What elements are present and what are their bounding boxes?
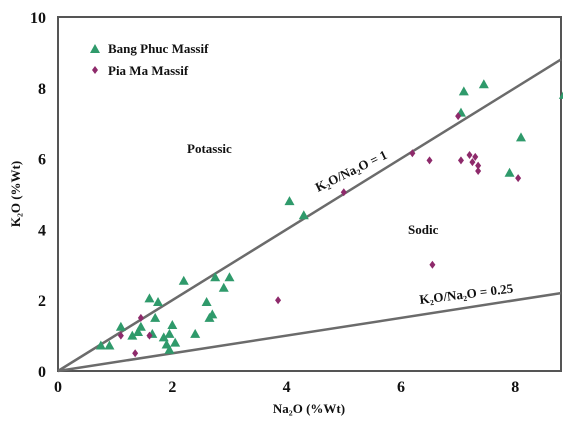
triangle-point: [218, 282, 229, 292]
triangle-point: [190, 328, 201, 338]
y-tick-label: 0: [38, 364, 46, 381]
diamond-point: [469, 158, 476, 167]
legend-label-pia-ma: Pia Ma Massif: [108, 63, 189, 78]
y-tick-labels: 0 2 4 6 8 10: [30, 10, 46, 381]
triangle-point: [150, 312, 161, 322]
diamond-point: [426, 156, 433, 165]
triangle-point: [170, 337, 181, 347]
triangle-point: [144, 293, 155, 303]
diamond-point: [472, 152, 479, 161]
plot-frame: [57, 16, 562, 372]
legend-label-bang-phuc: Bang Phuc Massif: [108, 41, 209, 56]
data-points: [95, 79, 563, 358]
y-tick-label: 4: [38, 222, 46, 239]
x-tick-label: 2: [168, 379, 176, 396]
triangle-point: [504, 167, 515, 177]
diamond-point: [146, 331, 153, 340]
triangle-point: [164, 344, 175, 354]
triangle-point: [135, 321, 146, 331]
triangle-point: [167, 319, 178, 329]
diamond-point: [275, 296, 282, 305]
triangle-point: [133, 327, 144, 337]
diamond-point: [466, 151, 473, 160]
potassic-label: Potassic: [187, 141, 232, 156]
triangle-point: [558, 91, 563, 99]
diamond-point: [409, 149, 416, 158]
legend: Bang Phuc Massif Pia Ma Massif: [90, 41, 209, 78]
triangle-point: [284, 196, 295, 206]
diamond-point: [429, 260, 436, 269]
triangle-point: [478, 79, 489, 89]
x-tick-labels: 0 2 4 6 8: [54, 379, 519, 396]
diamond-point: [340, 188, 347, 197]
diamond-point: [475, 166, 482, 175]
y-axis-title: K₂O (%Wt): [8, 161, 23, 227]
diamond-point: [137, 313, 144, 322]
diamond-point: [515, 174, 522, 183]
diamond-point: [455, 112, 462, 121]
diamond-point: [457, 156, 464, 165]
y-tick-label: 2: [38, 293, 46, 310]
legend-diamond-marker: [92, 66, 98, 74]
x-tick-label: 4: [283, 379, 291, 396]
diamond-point: [132, 349, 139, 358]
triangle-point: [207, 309, 218, 319]
triangle-point: [515, 132, 526, 142]
triangle-point: [458, 86, 469, 96]
diamond-point: [117, 331, 124, 340]
triangle-point: [104, 340, 115, 350]
triangle-point: [153, 296, 164, 306]
triangle-point: [210, 272, 221, 282]
triangle-point: [201, 296, 212, 306]
x-tick-label: 8: [511, 379, 519, 396]
y-tick-label: 6: [38, 152, 46, 169]
legend-triangle-marker: [90, 44, 100, 53]
sodic-label: Sodic: [408, 222, 439, 237]
x-tick-label: 6: [397, 379, 405, 396]
triangle-point: [127, 330, 138, 340]
y-tick-label: 10: [30, 10, 46, 27]
reference-line-1: [57, 291, 562, 373]
triangle-point: [164, 328, 175, 338]
triangle-point: [158, 332, 169, 342]
triangle-point: [115, 321, 126, 331]
triangle-point: [224, 272, 235, 282]
y-tick-label: 8: [38, 81, 46, 98]
diamond-point: [475, 161, 482, 170]
x-axis-title: Na₂O (%Wt): [273, 401, 345, 416]
triangle-point: [95, 340, 106, 350]
triangle-point: [298, 210, 309, 220]
triangle-point: [178, 275, 189, 285]
x-tick-label: 0: [54, 379, 62, 396]
